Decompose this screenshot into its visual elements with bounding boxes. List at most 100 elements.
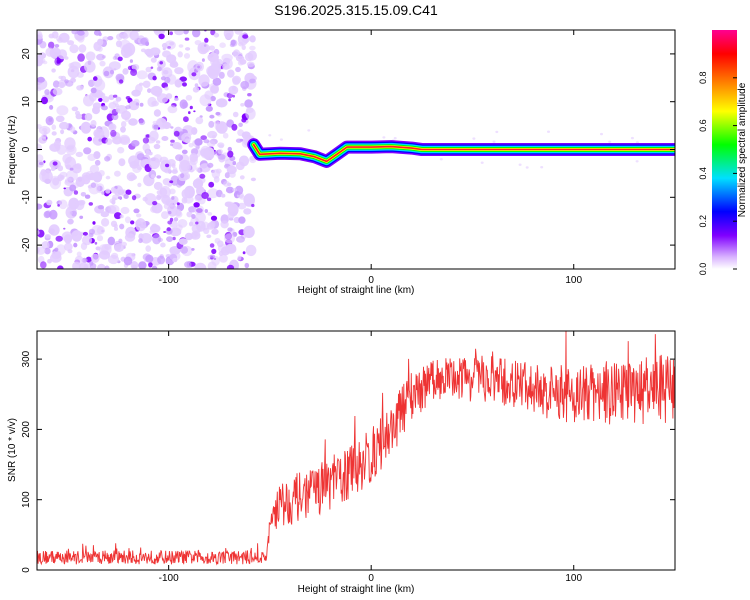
spectrogram-noise-blob — [192, 30, 201, 38]
spectrogram-noise-blob — [194, 83, 199, 88]
spectrogram-noise-blob — [67, 40, 75, 46]
spectrogram-noise-blob — [135, 102, 140, 106]
spectrogram-noise-blob — [98, 32, 102, 37]
spectrogram-noise-blob — [138, 238, 143, 244]
spectrogram-signal-track — [247, 138, 675, 168]
spectrogram-noise-blob — [179, 76, 187, 82]
spectrogram-noise-blob — [95, 246, 101, 251]
spectrogram-noise-blob — [218, 254, 228, 263]
spectrogram-noise-blob — [73, 190, 79, 195]
spectrogram-noise-blob — [67, 218, 74, 225]
spectrogram-noise-blob — [39, 41, 47, 49]
spectrogram-noise-blob — [56, 105, 69, 116]
spectrogram-noise-blob — [211, 248, 217, 254]
spectrogram-noise-blob — [110, 129, 117, 137]
spectrogram-noise-blob — [151, 100, 159, 107]
spectrogram-noise-blob — [51, 124, 57, 130]
spectrogram-noise-blob — [228, 98, 232, 102]
spectrogram-noise-blob — [125, 189, 132, 195]
spectrogram-noise-blob — [172, 167, 178, 173]
spectrogram-noise-blob — [71, 30, 79, 35]
spectrogram-noise-blob — [143, 158, 150, 164]
spectrogram-noise-blob — [178, 44, 184, 48]
spectrogram-noise-blob — [121, 121, 127, 128]
spectrogram-noise-blob — [149, 230, 155, 234]
spectrogram-noise-blob — [58, 75, 63, 80]
spectrogram-noise-blob — [234, 185, 244, 195]
spectrogram-noise-blob — [178, 238, 188, 245]
spectrogram-noise-blob — [191, 214, 196, 219]
snr-y-tick-label: 0 — [21, 567, 32, 573]
spectrogram-noise-blob — [129, 174, 137, 181]
spectrogram-noise-blob — [83, 147, 92, 155]
spectrogram-noise-blob — [174, 79, 183, 88]
spectrogram-noise-blob — [51, 250, 61, 260]
spectrogram-noise-blob — [112, 100, 119, 105]
spectrogram-noise-blob — [105, 138, 113, 146]
spectrogram-noise-blob — [69, 184, 77, 192]
spectrogram-noise-blob — [120, 126, 126, 133]
spectrogram-noise-blob — [85, 51, 96, 61]
spectrogram-noise-blob — [118, 79, 124, 84]
snr-y-tick-label: 200 — [21, 421, 32, 438]
colorbar-ticks: 0.0 0.2 0.4 0.6 0.8 — [698, 72, 737, 275]
spectrogram-noise-blob — [37, 124, 42, 129]
spectrogram-speckle — [525, 166, 529, 169]
spectrogram-noise-blob — [129, 59, 133, 63]
spectrogram-noise-blob — [249, 35, 256, 43]
spectrogram-noise-blob — [118, 158, 126, 167]
spectrogram-noise-blob — [131, 63, 140, 71]
spectrogram-noise-blob — [91, 253, 100, 263]
spectrogram-noise-blob — [181, 197, 188, 204]
spectrogram-noise-blob — [121, 110, 131, 121]
spectrogram-noise-blob — [167, 183, 172, 187]
spectrogram-noise-blob — [172, 142, 182, 150]
spectrogram-noise-blob — [169, 180, 174, 184]
spectrogram-noise-blob — [98, 170, 105, 177]
spectrogram-noise-blob — [164, 86, 169, 91]
spectrogram-noise-blob — [125, 96, 131, 100]
snr-ticks: -100 0 100 0 100 200 300 — [21, 331, 675, 584]
spectrogram-noise-blob — [237, 129, 245, 137]
spectrogram-noise-blob — [155, 140, 161, 144]
spectrogram-noise-blob — [52, 87, 63, 96]
spectrogram-noise-blob — [94, 131, 101, 138]
spectrogram-noise-blob — [167, 210, 172, 215]
spectrogram-noise-blob — [224, 172, 230, 179]
spectrogram-noise-blob — [191, 248, 195, 251]
spectrogram-noise-blob — [119, 39, 131, 51]
spectrogram-noise-blob — [221, 193, 226, 198]
spectrogram-noise-blob — [102, 96, 110, 103]
spectrogram-noise-blob — [123, 53, 128, 58]
spectrogram-noise-blob — [43, 211, 51, 219]
spectrogram-noise-blob — [119, 214, 124, 219]
spectrogram-noise-blob — [138, 119, 146, 126]
spectrogram-noise-blob — [182, 82, 187, 87]
spectrogram-noise-blob — [184, 37, 190, 41]
spectrogram-noise-blob — [133, 208, 140, 214]
spectrogram-noise-blob — [97, 38, 104, 46]
spectrogram-noise-blob — [227, 69, 235, 78]
spectrogram-speckle — [480, 161, 484, 164]
spectrogram-noise-blob — [180, 173, 185, 179]
spectrogram-noise-blob — [232, 111, 239, 118]
spectrogram-speckle — [540, 166, 544, 169]
spectrogram-noise-blob — [142, 137, 149, 144]
spectrogram-noise-blob — [247, 93, 252, 97]
spectrogram-noise-blob — [100, 211, 110, 218]
spectrogram-speckle — [382, 136, 386, 139]
spectrogram-noise-blob — [217, 153, 226, 160]
spectrogram-noise-blob — [153, 143, 161, 150]
snr-series-line — [37, 331, 675, 566]
spectrogram-noise-blob — [131, 195, 137, 201]
spectrogram-noise-blob — [209, 114, 215, 119]
spectrogram-noise-blob — [90, 120, 97, 127]
spectrogram-y-tick-label: 10 — [21, 96, 32, 108]
spectrogram-noise-blob — [208, 181, 215, 188]
spectrogram-noise-blob — [67, 65, 80, 79]
spectrogram-noise-blob — [105, 175, 111, 180]
spectrogram-noise-blob — [213, 32, 220, 38]
spectrogram-noise-blob — [191, 230, 198, 239]
spectrogram-noise-blob — [101, 243, 112, 256]
spectrogram-noise-blob — [244, 99, 253, 108]
